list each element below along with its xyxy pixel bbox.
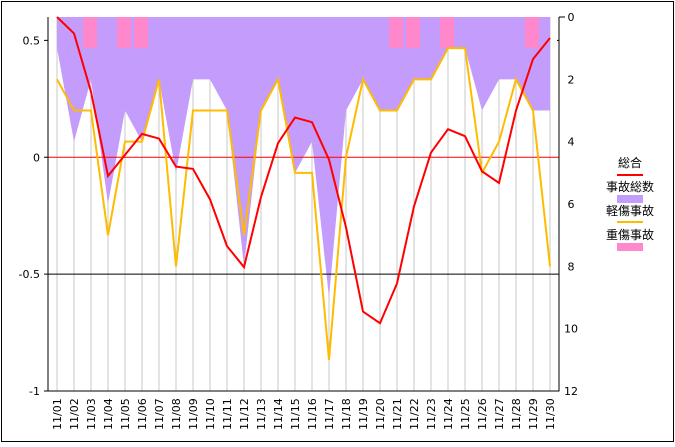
left-tick-label: 0.5: [23, 34, 41, 47]
x-tick-label: 11/08: [170, 398, 183, 430]
x-tick-label: 11/03: [85, 398, 98, 430]
x-tick-label: 11/09: [187, 398, 200, 430]
bar-serious-11/24: [440, 17, 454, 48]
bar-serious-11/03: [83, 17, 97, 48]
x-tick-label: 11/22: [408, 398, 421, 430]
right-tick-label: 10: [564, 323, 578, 336]
x-tick-label: 11/29: [527, 398, 540, 430]
right-tick-label: 4: [568, 136, 575, 149]
x-tick-label: 11/27: [493, 398, 506, 430]
x-tick-label: 11/05: [119, 398, 132, 430]
x-tick-label: 11/15: [289, 398, 302, 430]
x-tick-label: 11/25: [459, 398, 472, 430]
x-tick-label: 11/26: [476, 398, 489, 430]
left-tick-label: -1: [29, 385, 40, 398]
x-tick-label: 11/17: [323, 398, 336, 430]
x-tick-label: 11/19: [357, 398, 370, 430]
left-tick-label: -0.5: [19, 268, 40, 281]
x-tick-label: 11/13: [255, 398, 268, 430]
x-tick-label: 11/04: [102, 398, 115, 430]
legend-swatch-serious: [617, 243, 643, 251]
bar-serious-11/22: [406, 17, 420, 48]
bar-serious-11/05: [117, 17, 131, 48]
right-tick-label: 8: [568, 260, 575, 273]
bar-serious-11/29: [525, 17, 539, 48]
x-tick-label: 11/18: [340, 398, 353, 430]
x-tick-label: 11/10: [204, 398, 217, 430]
left-tick-label: 0: [33, 151, 40, 164]
x-tick-label: 11/23: [425, 398, 438, 430]
x-tick-label: 11/28: [510, 398, 523, 430]
x-tick-label: 11/16: [306, 398, 319, 430]
legend-label-total: 事故総数: [606, 179, 654, 194]
x-tick-label: 11/06: [136, 398, 149, 430]
right-tick-label: 0: [568, 11, 575, 24]
right-tick-label: 2: [568, 73, 575, 86]
x-tick-label: 11/11: [221, 398, 234, 430]
legend-label-sogo: 総合: [618, 155, 642, 170]
x-tick-label: 11/21: [391, 398, 404, 430]
x-tick-label: 11/01: [51, 398, 64, 430]
x-tick-label: 11/30: [544, 398, 557, 430]
x-tick-label: 11/07: [153, 398, 166, 430]
legend-swatch-total: [617, 195, 643, 203]
right-tick-label: 12: [564, 385, 578, 398]
x-tick-label: 11/12: [238, 398, 251, 430]
legend-label-light: 軽傷事故: [606, 203, 654, 218]
bar-serious-11/21: [389, 17, 403, 48]
x-tick-label: 11/14: [272, 398, 285, 430]
right-tick-label: 6: [568, 198, 575, 211]
x-tick-label: 11/20: [374, 398, 387, 430]
x-tick-label: 11/02: [68, 398, 81, 430]
legend-label-serious: 重傷事故: [606, 227, 654, 242]
bar-serious-11/06: [134, 17, 148, 48]
x-tick-label: 11/24: [442, 398, 455, 430]
